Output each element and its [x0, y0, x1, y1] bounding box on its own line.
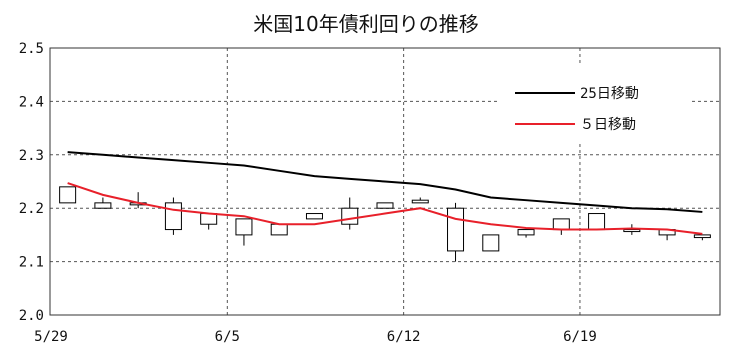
x-tick-label: 6/19	[563, 329, 597, 345]
candle-layer	[59, 186, 711, 262]
legend-label-ma5: ５日移動	[580, 117, 636, 133]
candle-body-up	[94, 202, 112, 209]
y-tick-label: 2.0	[19, 308, 44, 324]
candle-body-up	[305, 213, 323, 220]
candle-body-up	[235, 218, 253, 236]
candle-body-up	[552, 218, 570, 231]
series-line-ma25	[67, 151, 703, 213]
candle-body-up	[693, 234, 711, 239]
candle-body-up	[376, 202, 394, 209]
y-tick-label: 2.3	[19, 148, 44, 164]
candle-body-up	[588, 213, 606, 231]
series-line-ma5	[67, 182, 703, 235]
candle-body-up	[482, 234, 500, 252]
candle-body-up	[200, 213, 218, 225]
y-tick-label: 2.5	[19, 41, 44, 57]
y-tick-label: 2.4	[19, 94, 44, 110]
candle-body-up	[341, 207, 359, 225]
x-tick-label: 5/29	[34, 329, 68, 345]
y-tick-label: 2.2	[19, 201, 44, 217]
legend-background	[499, 66, 689, 142]
candle-body-up	[270, 223, 288, 236]
chart-title: 米国10年債利回りの推移	[253, 12, 479, 36]
line-layer	[67, 151, 703, 235]
axis-layer: 2.0 2.1 2.2 2.3 2.4 2.5 5/29 6/5 6/12 6/19	[19, 41, 721, 345]
candle-body-up	[517, 229, 535, 236]
plot-frame	[49, 47, 721, 316]
legend-label-ma25: 25日移動	[580, 86, 639, 102]
legend-layer: 25日移動 ５日移動	[499, 66, 689, 142]
y-tick-label: 2.1	[19, 255, 44, 271]
candle-body-up	[411, 199, 429, 204]
candle-body-up	[623, 229, 641, 233]
candle-body-up	[164, 202, 182, 231]
x-tick-label: 6/5	[215, 329, 240, 345]
candle-body-up	[59, 186, 77, 204]
candle-body-up	[447, 207, 465, 252]
x-tick-label: 6/12	[387, 329, 421, 345]
